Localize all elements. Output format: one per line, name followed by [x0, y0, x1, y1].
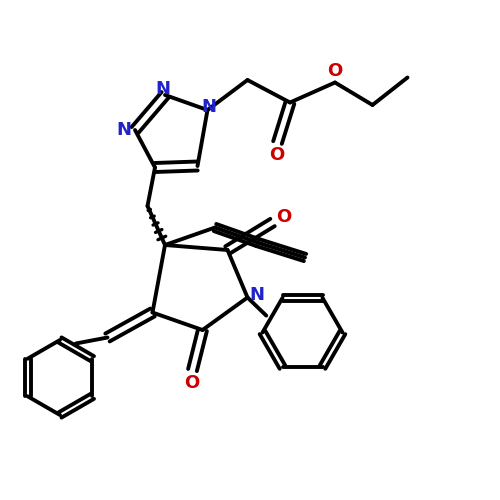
Text: O: O	[184, 374, 199, 392]
Text: O: O	[328, 62, 342, 80]
Text: N: N	[201, 98, 216, 116]
Text: O: O	[269, 146, 284, 164]
Text: N: N	[249, 286, 264, 304]
Text: O: O	[276, 208, 291, 226]
Text: N: N	[155, 80, 170, 98]
Text: N: N	[116, 121, 132, 139]
